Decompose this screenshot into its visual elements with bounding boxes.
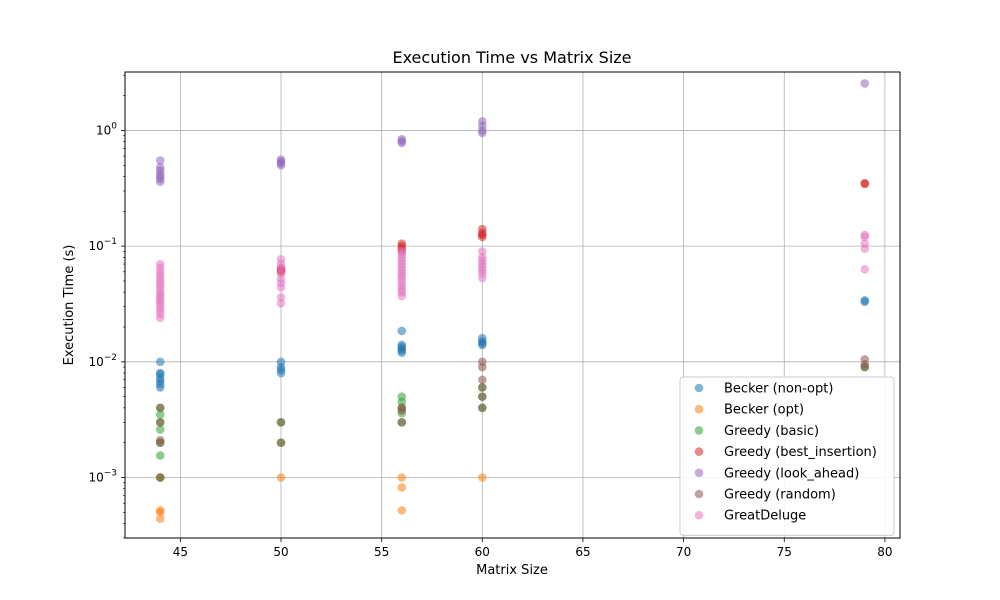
data-point (397, 473, 407, 482)
y-tick-label: 100 (96, 121, 117, 137)
data-point (276, 160, 286, 170)
data-point (860, 362, 870, 372)
x-tick-label: 80 (877, 545, 892, 559)
data-point (860, 297, 870, 307)
data-point (397, 483, 407, 492)
x-tick-label: 75 (777, 545, 792, 559)
data-point (276, 283, 286, 292)
data-point (397, 326, 407, 336)
y-tick-label: 10−1 (88, 237, 117, 253)
data-point (155, 508, 165, 517)
x-tick-label: 60 (475, 545, 490, 559)
data-point (155, 438, 165, 447)
series-6 (155, 230, 870, 323)
x-tick-label: 45 (173, 545, 188, 559)
legend-label: Becker (opt) (724, 403, 804, 418)
legend-marker (694, 510, 704, 520)
legend-label: Greedy (best_insertion) (724, 445, 877, 460)
plot-frame (124, 71, 901, 539)
legend-label: Becker (non-opt) (724, 382, 833, 397)
data-point (276, 418, 286, 427)
series-0 (155, 296, 870, 392)
data-point (155, 357, 165, 367)
x-tick-label: 70 (676, 545, 691, 559)
data-points (155, 79, 870, 524)
data-point (155, 473, 165, 482)
legend-marker (694, 383, 704, 393)
x-tick-label: 65 (575, 545, 590, 559)
data-point (478, 340, 487, 350)
data-point (276, 299, 286, 308)
data-point (478, 473, 487, 482)
data-point (397, 291, 407, 301)
data-point (155, 403, 165, 413)
data-point (276, 438, 286, 447)
data-point (397, 418, 407, 427)
legend-box (679, 376, 895, 536)
legend-marker (694, 404, 704, 414)
legend-marker (694, 468, 704, 478)
data-point (155, 177, 165, 187)
data-point (860, 244, 870, 254)
data-point (276, 368, 286, 378)
x-tick-label: 50 (273, 545, 288, 559)
data-point (860, 179, 870, 189)
data-point (860, 232, 870, 242)
data-point (397, 138, 407, 148)
data-point (155, 418, 165, 427)
data-point (478, 128, 487, 138)
legend-label: Greedy (basic) (724, 424, 819, 439)
data-point (397, 348, 407, 357)
legend-label: GreatDeluge (724, 509, 806, 524)
chart-title: Execution Time vs Matrix Size (392, 48, 631, 67)
data-point (155, 451, 165, 460)
data-point (478, 403, 487, 413)
series-4 (155, 79, 870, 187)
data-point (155, 383, 165, 392)
legend-label: Greedy (random) (724, 488, 836, 503)
data-point (397, 397, 407, 407)
data-point (155, 514, 165, 524)
legend: Becker (non-opt) Becker (opt) Greedy (basi… (679, 376, 895, 536)
data-point (860, 265, 870, 274)
data-point (478, 247, 487, 256)
axis-ticks: 45 50 55 60 65 70 75 80 10−3 10−2 10−1 100 (88, 74, 893, 559)
data-point (276, 293, 286, 302)
legend-marker (694, 489, 704, 499)
data-point (478, 392, 487, 401)
data-point (478, 362, 487, 372)
legend-marker (694, 426, 704, 435)
series-5 (155, 355, 870, 482)
data-point (397, 506, 407, 515)
x-tick-label: 55 (374, 545, 389, 559)
x-axis-title: Matrix Size (476, 563, 548, 578)
series-1 (155, 473, 487, 524)
data-point (276, 473, 286, 482)
legend-label: Greedy (look_ahead) (724, 466, 859, 481)
y-axis-title: Execution Time (s) (62, 245, 77, 366)
y-tick-label: 10−2 (88, 353, 117, 369)
data-point (478, 273, 487, 283)
data-point (397, 406, 407, 415)
data-point (155, 425, 165, 434)
y-tick-label: 10−3 (88, 469, 117, 485)
data-point (860, 79, 870, 88)
data-point (155, 313, 165, 323)
data-point (478, 383, 487, 392)
data-point (155, 156, 165, 165)
data-point (478, 375, 487, 385)
legend-marker (694, 447, 704, 456)
data-point (478, 232, 487, 242)
data-point (155, 410, 165, 419)
